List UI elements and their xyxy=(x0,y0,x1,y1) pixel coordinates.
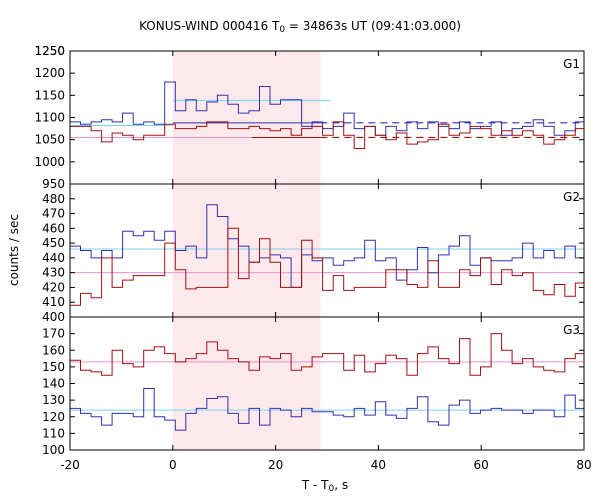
panel-label: G2 xyxy=(563,190,580,204)
series-line-red xyxy=(70,333,584,376)
series-line-blue xyxy=(70,204,584,288)
y-tick-label: 170 xyxy=(42,327,65,341)
panel-frame xyxy=(69,183,585,318)
y-tick-label: 1000 xyxy=(34,155,65,169)
y-tick-label: 430 xyxy=(42,266,65,280)
chart-title: KONUS-WIND 000416 T0 = 34863s UT (09:41:… xyxy=(139,19,461,35)
panel-frame xyxy=(69,316,585,451)
shaded-interval xyxy=(172,51,321,450)
y-tick-label: 450 xyxy=(42,236,65,250)
series-line-red xyxy=(70,227,584,306)
x-tick-label: 40 xyxy=(371,458,386,472)
x-tick-label: 80 xyxy=(576,458,591,472)
y-axis-label: counts / sec xyxy=(7,213,21,287)
x-tick-label: 60 xyxy=(474,458,489,472)
y-tick-label: 1100 xyxy=(34,111,65,125)
y-tick-label: 440 xyxy=(42,251,65,265)
y-tick-label: 100 xyxy=(42,443,65,457)
y-tick-label: 400 xyxy=(42,310,65,324)
y-tick-label: 110 xyxy=(42,426,65,440)
x-axis-label: T - T0, s xyxy=(301,478,349,494)
y-tick-label: 460 xyxy=(42,221,65,235)
y-tick-label: 140 xyxy=(42,377,65,391)
y-tick-label: 130 xyxy=(42,393,65,407)
series-line-blue xyxy=(70,388,584,431)
panel-label: G1 xyxy=(563,57,580,71)
y-tick-label: 160 xyxy=(42,343,65,357)
y-tick-label: 1250 xyxy=(34,44,65,58)
series-line-blue xyxy=(70,81,584,136)
y-tick-label: 150 xyxy=(42,360,65,374)
series-line-red xyxy=(70,121,584,149)
y-tick-label: 1250 xyxy=(34,44,65,58)
y-tick-label: 470 xyxy=(42,207,65,221)
y-tick-label: 1150 xyxy=(34,88,65,102)
y-tick-label: 1050 xyxy=(34,133,65,147)
y-tick-label: 1200 xyxy=(34,66,65,80)
panel-label: G3 xyxy=(563,323,580,337)
x-tick-label: 20 xyxy=(268,458,283,472)
y-tick-label: 950 xyxy=(42,177,65,191)
y-tick-label: 410 xyxy=(42,295,65,309)
panel-frame xyxy=(69,50,585,185)
y-tick-label: 420 xyxy=(42,280,65,294)
y-tick-label: 120 xyxy=(42,410,65,424)
y-tick-label: 480 xyxy=(42,192,65,206)
x-tick-label: -20 xyxy=(60,458,80,472)
x-tick-label: 0 xyxy=(169,458,177,472)
panel-g3: 100 110 120 130 140 150 160 170 G3 xyxy=(42,316,585,457)
